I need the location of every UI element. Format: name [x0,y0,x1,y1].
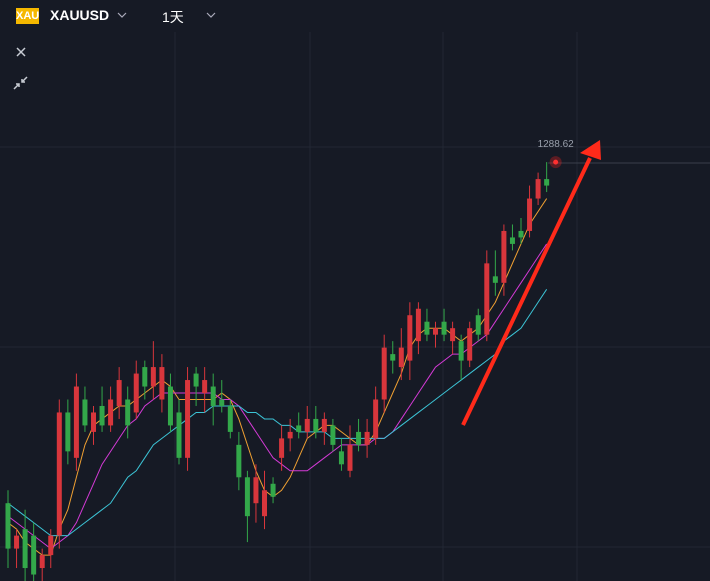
candle-body [321,418,327,432]
candle-body [193,373,199,387]
candle-body [91,412,96,432]
candle-body [330,425,336,445]
candle-body [227,405,233,432]
arrow-annotation [461,140,601,426]
candle-body [22,529,28,569]
header: XAU XAUUSD 1天 [0,0,710,32]
candle-body [304,418,310,432]
candle-body [544,179,550,186]
candle-body [219,399,225,406]
high-label: 1288.62 [538,139,575,150]
candle-body [492,276,498,283]
candle-body [527,198,533,231]
candle-body [5,503,11,549]
candle-body [441,321,447,335]
collapse-icon[interactable] [13,76,28,90]
candle-body [270,483,276,497]
moving-average [7,243,548,550]
candle-body [424,321,430,335]
candle-body [347,444,353,471]
candle-body [356,431,362,445]
candle-body [253,477,259,504]
candle-body [381,347,387,400]
candle-body [450,328,456,342]
candle-body [287,431,293,439]
candle-body [407,315,413,361]
dropdown-carets[interactable] [117,12,216,18]
candle-body [313,418,319,432]
candle-body [202,380,208,394]
candle-body [176,412,182,458]
candle-body [262,490,267,517]
candle-body [133,373,139,413]
candle-body [364,431,370,445]
candle-body [518,230,524,238]
candle-body [244,477,250,517]
symbol-logo: XAU [16,8,40,24]
candle-body [56,412,62,536]
moving-average [7,289,548,537]
candle-body [65,412,71,452]
interval[interactable]: 1天 [162,9,184,25]
candle-body [108,399,114,426]
candle-body [467,328,473,361]
candle-body [125,399,131,426]
candle-body [150,367,156,387]
candle-body [31,535,37,575]
candle-body [142,367,148,387]
candle-body [99,405,105,426]
candle-body [210,386,216,406]
candle-body [159,367,165,400]
high-marker [553,159,559,165]
candle-body [415,308,421,342]
symbol[interactable]: XAUUSD [50,7,110,23]
candle-body [73,386,79,458]
candle-body [433,328,438,335]
candle-body [475,315,481,335]
candle-body [390,354,396,361]
candle-body [373,399,379,439]
candle-body [458,341,464,361]
candle-body [338,451,344,465]
candle-body [14,535,20,549]
candle-body [279,438,285,458]
grid [0,32,710,581]
candle-body [484,263,490,335]
candle-body [296,425,302,432]
candle-body [398,347,404,368]
candle-body [535,179,541,199]
candle-body [167,386,173,426]
moving-average [7,198,548,556]
candle-body [501,230,507,283]
candle-body [82,399,88,426]
candle-body [39,555,45,569]
candle-body [48,535,54,556]
close-icon[interactable] [16,47,26,57]
candle-body [509,237,515,244]
plot: 1288.62 [5,139,575,581]
candle-body [236,444,242,478]
candle-body [116,380,122,406]
candle-body [185,380,191,458]
